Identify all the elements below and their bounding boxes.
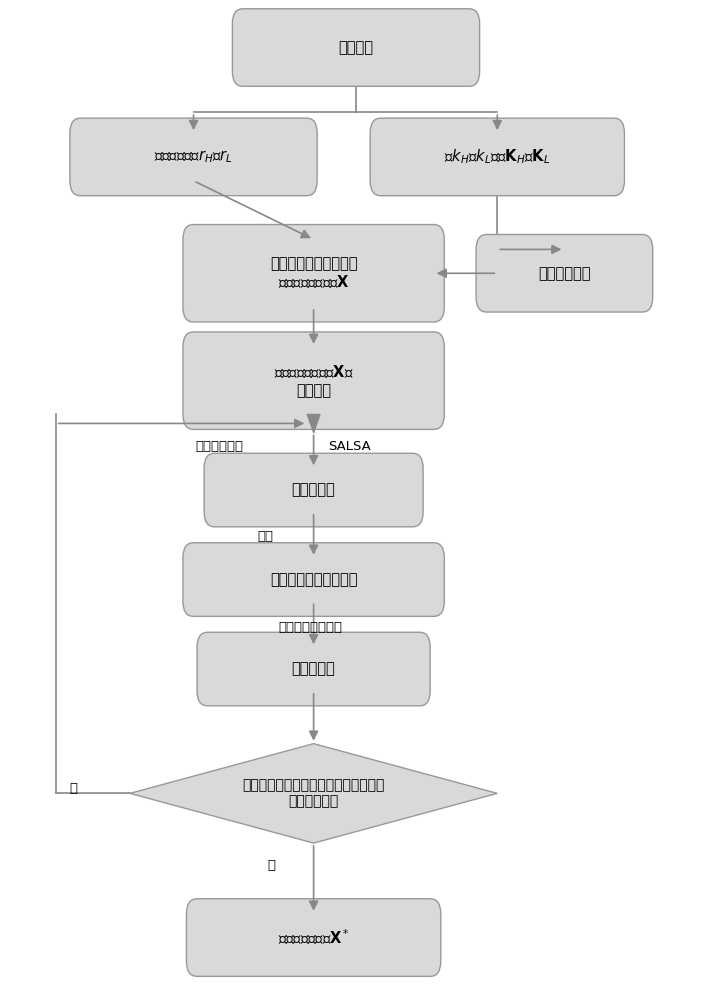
Text: 筛选: 筛选 xyxy=(257,530,273,543)
Text: 确定冗余因子$r_H$和$r_L$: 确定冗余因子$r_H$和$r_L$ xyxy=(154,149,233,165)
Text: 寻找目标函数的极小值: 寻找目标函数的极小值 xyxy=(270,572,357,587)
Text: 是: 是 xyxy=(267,859,276,872)
FancyBboxPatch shape xyxy=(476,234,653,312)
Text: 适应度是否达到阈值或者遗传代数是否
达到最大值？: 适应度是否达到阈值或者遗传代数是否 达到最大值？ xyxy=(242,778,384,808)
Text: 振动信号: 振动信号 xyxy=(338,40,374,55)
FancyBboxPatch shape xyxy=(183,543,444,616)
FancyBboxPatch shape xyxy=(70,118,317,196)
Text: 用$k_H$和$k_L$代替$\mathbf{K}_H$和$\mathbf{K}_L$: 用$k_H$和$k_L$代替$\mathbf{K}_H$和$\mathbf{K}… xyxy=(444,148,550,166)
Text: 产生优化参数矩阵$\mathbf{X}$的
初始种群: 产生优化参数矩阵$\mathbf{X}$的 初始种群 xyxy=(274,364,353,398)
Text: 新一代种群: 新一代种群 xyxy=(292,662,335,677)
Text: 否: 否 xyxy=(70,782,78,795)
Text: 建立目标函数: 建立目标函数 xyxy=(538,266,591,281)
FancyBboxPatch shape xyxy=(197,632,430,706)
Polygon shape xyxy=(130,744,497,843)
Text: 确定分解级数: 确定分解级数 xyxy=(195,440,243,453)
Text: 选择、交叉、变异: 选择、交叉、变异 xyxy=(278,621,342,634)
Text: SALSA: SALSA xyxy=(328,440,370,453)
FancyBboxPatch shape xyxy=(232,9,480,86)
Polygon shape xyxy=(308,414,320,432)
FancyBboxPatch shape xyxy=(183,225,444,322)
FancyBboxPatch shape xyxy=(204,453,423,527)
FancyBboxPatch shape xyxy=(183,332,444,429)
Text: 建立品质因子和比例系
数的优化参数矩阵$\mathbf{X}$: 建立品质因子和比例系 数的优化参数矩阵$\mathbf{X}$ xyxy=(270,256,357,290)
Text: 目标函数值: 目标函数值 xyxy=(292,483,335,498)
Text: 最佳的参数矩阵$\mathbf{X}^*$: 最佳的参数矩阵$\mathbf{X}^*$ xyxy=(278,928,350,947)
FancyBboxPatch shape xyxy=(370,118,624,196)
FancyBboxPatch shape xyxy=(187,899,441,976)
